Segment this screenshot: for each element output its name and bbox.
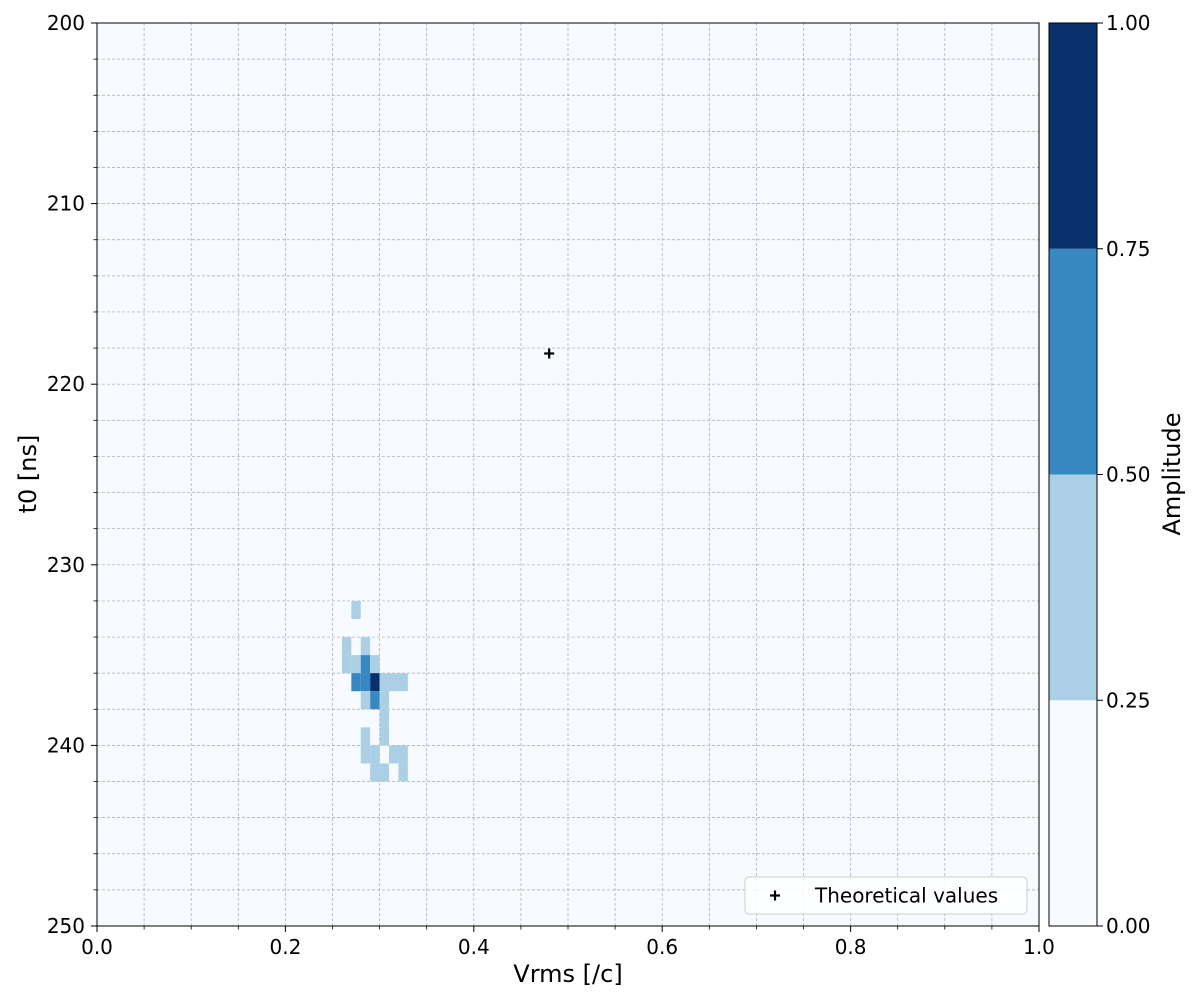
legend-label: Theoretical values bbox=[814, 884, 998, 908]
heatmap-cell bbox=[398, 763, 408, 782]
heatmap-cell bbox=[370, 673, 380, 692]
colorbar-label: Amplitude bbox=[1158, 413, 1186, 536]
y-tick-label: 230 bbox=[47, 553, 85, 577]
legend-box bbox=[744, 876, 1028, 915]
heatmap-cell bbox=[370, 655, 380, 674]
colorbar: 0.00 0.25 0.50 0.75 1.00 bbox=[1048, 11, 1151, 938]
tick-layer: 0.0 0.2 0.4 0.6 0.8 1.0 200 210 220 230 240 250 bbox=[47, 11, 1055, 959]
colorbar-segment bbox=[1049, 248, 1097, 475]
heatmap-cell bbox=[370, 691, 380, 710]
heatmap-cells bbox=[341, 600, 408, 782]
x-tick-label: 0.6 bbox=[646, 935, 678, 959]
colorbar-segment bbox=[1049, 474, 1097, 701]
heatmap-cell bbox=[379, 763, 390, 782]
heatmap-cell bbox=[370, 763, 380, 782]
legend-marker bbox=[770, 890, 780, 901]
colorbar-segment bbox=[1049, 700, 1097, 926]
x-tick-label: 0.2 bbox=[269, 935, 301, 959]
heatmap-cell bbox=[370, 745, 380, 764]
heatmap-cell bbox=[398, 745, 408, 764]
grid-layer bbox=[97, 23, 1039, 926]
heatmap-cell bbox=[351, 673, 361, 692]
y-tick-label: 210 bbox=[47, 192, 85, 216]
x-axis-label: Vrms [/c] bbox=[513, 960, 622, 988]
heatmap-cell bbox=[379, 673, 390, 692]
x-tick-label: 0.8 bbox=[835, 935, 867, 959]
theoretical-value-marker bbox=[544, 348, 555, 359]
heatmap-cell bbox=[341, 637, 352, 656]
colorbar-tick-label: 0.50 bbox=[1106, 463, 1151, 487]
x-tick-label: 1.0 bbox=[1023, 935, 1055, 959]
heatmap-cell bbox=[360, 673, 371, 692]
x-tick-label: 0.4 bbox=[458, 935, 490, 959]
heatmap-cell bbox=[398, 673, 408, 692]
x-tick-label: 0.0 bbox=[81, 935, 113, 959]
heatmap-cell bbox=[389, 745, 399, 764]
heatmap-cell bbox=[360, 727, 371, 746]
y-tick-label: 240 bbox=[47, 733, 85, 757]
heatmap-cell bbox=[379, 727, 390, 746]
colorbar-tick-label: 1.00 bbox=[1106, 11, 1151, 35]
heatmap-cell bbox=[360, 745, 371, 764]
heatmap-cell bbox=[351, 600, 361, 619]
heatmap-cell bbox=[389, 673, 399, 692]
colorbar-tick-label: 0.25 bbox=[1106, 688, 1151, 712]
y-axis-label: t0 [ns] bbox=[14, 435, 42, 514]
legend: Theoretical values bbox=[744, 876, 1028, 915]
heatmap-cell bbox=[351, 655, 361, 674]
colorbar-tick-label: 0.75 bbox=[1106, 237, 1151, 261]
y-tick-label: 200 bbox=[47, 11, 85, 35]
y-tick-label: 250 bbox=[47, 914, 85, 938]
colorbar-tick-label: 0.00 bbox=[1106, 914, 1151, 938]
marker-layer bbox=[544, 348, 555, 359]
y-tick-label: 220 bbox=[47, 372, 85, 396]
colorbar-segment bbox=[1049, 23, 1097, 249]
heatmap-cell bbox=[360, 655, 371, 674]
heatmap-cell bbox=[379, 709, 390, 728]
heatmap-cell bbox=[341, 655, 352, 674]
heatmap-cell bbox=[360, 637, 371, 656]
heatmap-cell bbox=[360, 691, 371, 710]
heatmap-cell bbox=[379, 691, 390, 710]
